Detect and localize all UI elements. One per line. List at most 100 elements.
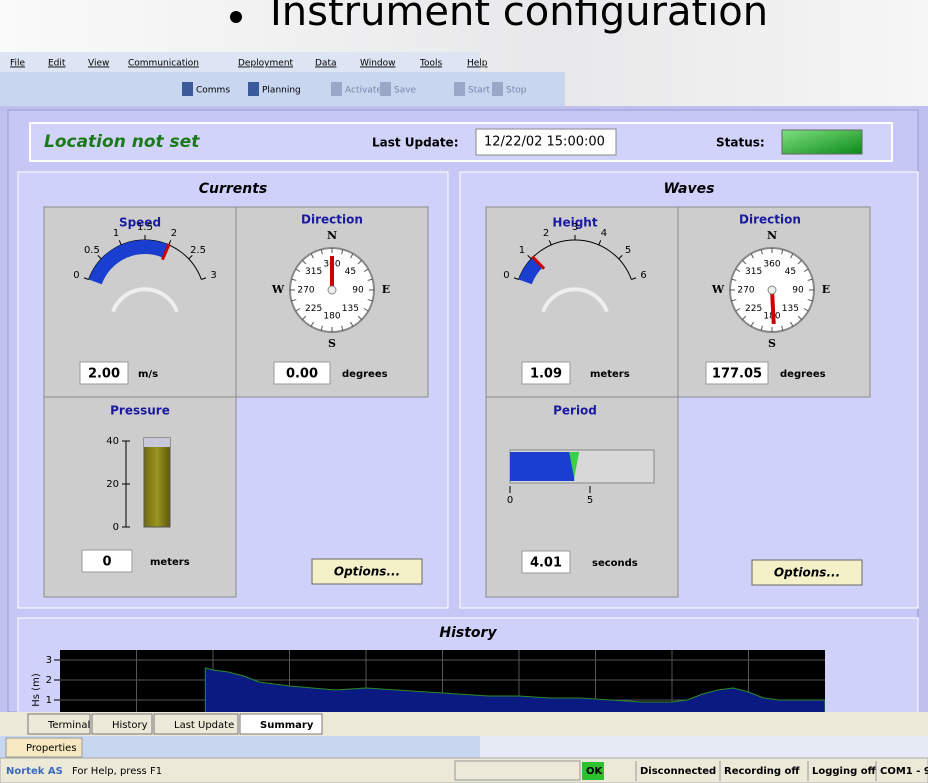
compass-tick-label: 225 xyxy=(305,304,322,314)
instrument-title: Direction xyxy=(739,213,801,227)
gauge-tick-label: 3 xyxy=(210,270,216,281)
instrument-title: Pressure xyxy=(110,404,170,418)
menu-item[interactable]: Deployment xyxy=(238,59,294,69)
toolbar-icon xyxy=(182,82,193,96)
compass-cardinal: S xyxy=(328,337,336,350)
instrument-title: Period xyxy=(553,404,597,418)
compass-tick-label: 90 xyxy=(792,286,804,296)
gauge-tick-label: 0 xyxy=(503,270,509,281)
instrument-cell xyxy=(486,397,678,597)
bullet xyxy=(230,11,242,23)
gauge-tick-label: 5 xyxy=(625,245,631,256)
gauge-tick-label: 0.5 xyxy=(84,245,100,256)
menu-item[interactable]: Tools xyxy=(419,59,442,69)
menu-item[interactable]: File xyxy=(10,59,26,69)
compass-tick-label: 90 xyxy=(352,286,364,296)
value-readout: 2.00 xyxy=(88,367,120,382)
options-label[interactable]: Options... xyxy=(774,566,840,580)
toolbar-icon xyxy=(492,82,503,96)
value-readout: 0 xyxy=(102,555,111,570)
pressure-tube-top xyxy=(144,438,170,447)
value-readout: 0.00 xyxy=(286,367,318,382)
pressure-tick-label: 40 xyxy=(106,436,119,447)
properties-label[interactable]: Properties xyxy=(26,743,77,754)
menu-item[interactable]: Communication xyxy=(128,59,199,69)
tab-label[interactable]: History xyxy=(112,720,148,731)
unit-label: degrees xyxy=(342,369,388,380)
compass-tick-label: 225 xyxy=(745,304,762,314)
unit-label: seconds xyxy=(592,558,638,569)
properties-bar-rest xyxy=(480,736,928,758)
menu-item[interactable]: Window xyxy=(360,59,396,69)
status-text: OK xyxy=(586,766,604,777)
last-update: 12/22/02 15:00:00 xyxy=(484,135,605,150)
compass-cardinal: E xyxy=(382,283,390,296)
status-text: For Help, press F1 xyxy=(72,766,162,777)
compass-tick-label: 45 xyxy=(785,267,796,277)
compass-tick-label: 360 xyxy=(763,260,780,270)
page: Instrument configuration FileEditViewCom… xyxy=(0,0,928,783)
status-text: Logging off xyxy=(812,766,877,777)
status-text: Disconnected xyxy=(640,766,716,777)
gauge-tick-label: 1 xyxy=(519,245,525,256)
status-label: Status: xyxy=(716,136,765,150)
compass-cardinal: N xyxy=(767,229,777,242)
unit-label: m/s xyxy=(138,369,158,380)
toolbar-button[interactable]: Planning xyxy=(262,86,301,96)
value-readout: 177.05 xyxy=(712,367,762,382)
compass-cardinal: S xyxy=(768,337,776,350)
history-tick-label: 2 xyxy=(46,675,52,686)
toolbar-button[interactable]: Save xyxy=(394,86,417,96)
compass-hub xyxy=(328,286,336,294)
status-text: COM1 - 9600 - xyxy=(880,766,928,777)
gauge-tick-label: 3 xyxy=(572,222,578,233)
instrument-cell xyxy=(486,207,678,397)
tab-label[interactable]: Last Update xyxy=(174,720,234,731)
unit-label: degrees xyxy=(780,369,826,380)
compass-tick-label: 270 xyxy=(297,286,314,296)
toolbar-icon xyxy=(248,82,259,96)
menu-item[interactable]: View xyxy=(88,59,109,69)
compass-tick-label: 135 xyxy=(342,304,359,314)
toolbar-button[interactable]: Activate xyxy=(345,86,382,96)
gauge-tick-label: 1.5 xyxy=(137,222,153,233)
status-led xyxy=(782,130,862,154)
value-readout: 4.01 xyxy=(530,556,562,571)
pressure-tick-label: 0 xyxy=(113,522,119,533)
gauge-tick-label: 0 xyxy=(73,270,79,281)
compass-tick-label: 45 xyxy=(345,267,356,277)
compass-cardinal: W xyxy=(271,283,285,296)
menu-item[interactable]: Data xyxy=(315,59,337,69)
pressure-tube xyxy=(144,438,170,527)
instrument-cell xyxy=(44,397,236,597)
compass-needle xyxy=(772,290,774,324)
toolbar-button[interactable]: Start xyxy=(468,86,490,96)
compass-cardinal: E xyxy=(822,283,830,296)
screen: Instrument configuration FileEditViewCom… xyxy=(0,0,928,783)
toolbar-icon xyxy=(331,82,342,96)
compass-cardinal: N xyxy=(327,229,337,242)
toolbar-button[interactable]: Stop xyxy=(506,86,527,96)
pressure-tick-label: 20 xyxy=(106,479,119,490)
value-readout: 1.09 xyxy=(530,367,562,382)
tab-label[interactable]: Terminal xyxy=(47,720,90,731)
toolbar-icon xyxy=(454,82,465,96)
menu-item[interactable]: Help xyxy=(467,59,488,69)
gauge-tick-label: 2.5 xyxy=(190,245,206,256)
history-tick-label: 3 xyxy=(46,655,52,666)
unit-label: meters xyxy=(150,557,190,568)
menu-item[interactable]: Edit xyxy=(48,59,66,69)
gauge-tick-label: 2 xyxy=(171,228,177,239)
tab-label[interactable]: Summary xyxy=(260,720,314,731)
period-tick-label: 5 xyxy=(587,495,593,506)
period-tick-label: 0 xyxy=(507,495,513,506)
compass-tick-label: 180 xyxy=(323,312,340,322)
toolbar-button[interactable]: Comms xyxy=(196,86,230,96)
panel-title: Waves xyxy=(664,181,715,197)
gauge-tick-label: 1 xyxy=(113,228,119,239)
options-label[interactable]: Options... xyxy=(334,565,400,579)
gauge-tick-label: 4 xyxy=(601,228,607,239)
gauge-tick-label: 2 xyxy=(543,228,549,239)
compass-tick-label: 315 xyxy=(745,267,762,277)
compass-tick-label: 135 xyxy=(782,304,799,314)
